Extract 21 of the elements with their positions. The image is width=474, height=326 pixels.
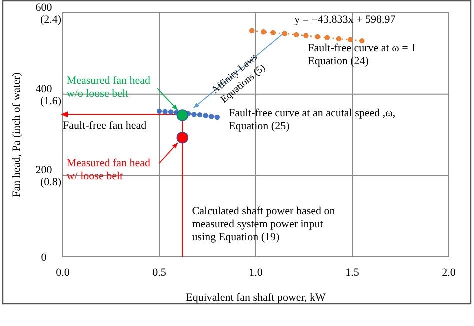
y-tick-label: 0: [41, 252, 48, 264]
annotation: y = −43.833x + 598.97: [294, 14, 396, 26]
annotation: Measured fan head w/ loose belt: [66, 157, 152, 182]
x-tick-label: 0.0: [56, 267, 70, 279]
y-tick-label: 600: [36, 2, 53, 14]
annotation: Calculated shaft power based on measured system power input using Equation (19): [192, 205, 336, 244]
annotation: Fault-free curve at an acutal speed ,ω, Equation (25): [228, 108, 396, 133]
annotation: Fault-free fan head: [63, 120, 148, 132]
annotation: Measured fan head w/o loose belt: [66, 75, 152, 100]
x-tick-label: 1.5: [346, 267, 360, 279]
x-axis-title: Equivalent fan shaft power, kW: [186, 292, 326, 304]
y-tick-label: 400: [36, 83, 53, 96]
y-tick-label: 200: [36, 164, 53, 177]
y-axis-title: Fan head, Pa (inch of water): [11, 72, 23, 198]
y2-tick-label: (2.4): [40, 14, 62, 26]
annotation: Fault-free curve at ω = 1 Equation (24): [308, 42, 417, 68]
y2-tick-label: (1.6): [40, 95, 62, 108]
x-tick-label: 2.0: [442, 267, 456, 279]
y2-tick-label: (0.8): [40, 176, 62, 189]
x-tick-label: 0.5: [152, 267, 167, 279]
x-tick-label: 1.0: [249, 267, 264, 279]
